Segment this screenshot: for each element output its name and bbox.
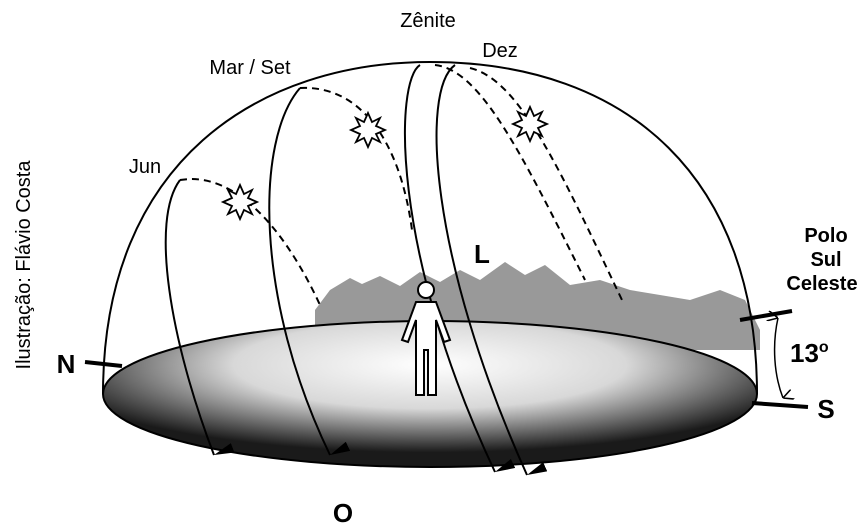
pole-label: Sul <box>810 249 841 271</box>
south-label: S <box>817 394 834 424</box>
december-path-hidden-2 <box>470 68 622 300</box>
west-label: O <box>333 498 353 528</box>
pole-label: Celeste <box>786 273 857 295</box>
december-path-hidden-1 <box>435 65 585 280</box>
north-label: N <box>57 349 76 379</box>
north-marker <box>85 362 122 366</box>
zenith-label: Zênite <box>400 10 456 32</box>
angle-arrow <box>775 318 783 398</box>
equinox-path-hidden <box>300 88 412 230</box>
angle-unit: o <box>819 339 829 356</box>
june-label: Jun <box>129 156 161 178</box>
pole-label: Polo <box>804 225 847 247</box>
credit: Ilustração: Flávio Costa <box>13 160 35 370</box>
south-marker <box>752 403 808 407</box>
december-label: Dez <box>482 40 518 62</box>
equinox-label: Mar / Set <box>209 57 291 79</box>
angle-label: 13o <box>790 338 829 368</box>
angle-value: 13 <box>790 338 819 368</box>
celestial-dome-diagram: Zênite Dez Mar / Set Jun L O N S Polo Su… <box>0 0 863 529</box>
east-label: L <box>474 239 490 269</box>
